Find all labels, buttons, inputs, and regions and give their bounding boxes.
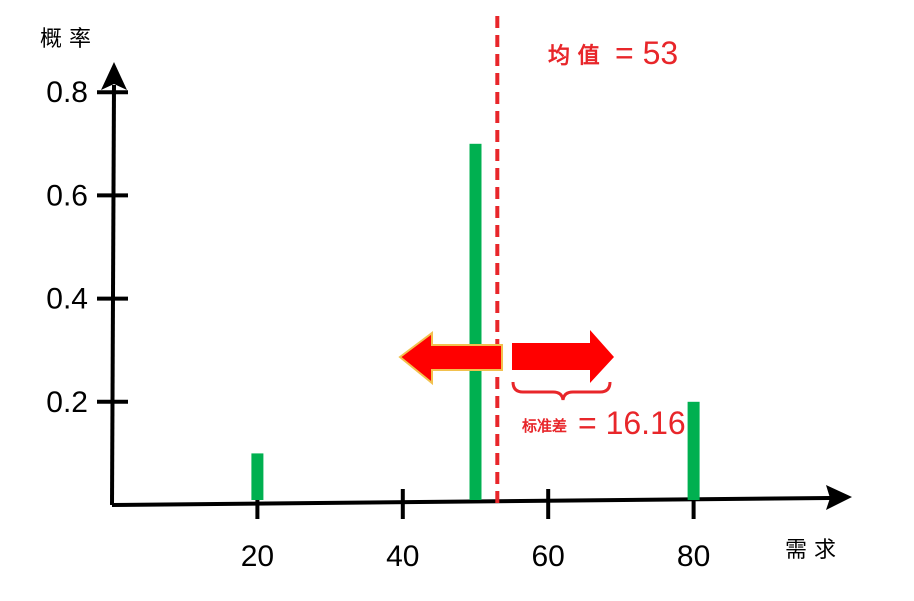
y-tick-label: 0.8 bbox=[46, 76, 88, 109]
mean-value: = 53 bbox=[615, 35, 678, 71]
mean-label: 均 值 bbox=[548, 43, 600, 69]
x-axis-line bbox=[111, 496, 831, 507]
x-tick-label: 40 bbox=[386, 540, 419, 573]
x-axis-title: 需 求 bbox=[785, 538, 836, 563]
x-tick-label: 80 bbox=[677, 540, 710, 573]
bar-50 bbox=[469, 143, 482, 501]
bar-20 bbox=[251, 453, 264, 500]
y-axis-arrowhead bbox=[101, 62, 127, 90]
std-label: 标准差 bbox=[521, 417, 567, 435]
bars bbox=[251, 143, 700, 501]
y-axis-title: 概 率 bbox=[40, 27, 91, 52]
x-ticks: 20 40 60 80 bbox=[241, 489, 710, 573]
std-left-arrow bbox=[398, 331, 503, 386]
x-tick-label: 60 bbox=[532, 540, 565, 573]
y-ticks: 0.2 0.4 0.6 0.8 bbox=[46, 76, 128, 419]
x-axis-arrowhead bbox=[826, 485, 852, 510]
std-brace bbox=[511, 381, 612, 401]
x-tick-label: 20 bbox=[241, 540, 274, 573]
y-tick-label: 0.6 bbox=[46, 179, 88, 212]
bar-80 bbox=[687, 401, 700, 500]
std-right-arrow bbox=[512, 330, 614, 383]
y-tick-label: 0.4 bbox=[46, 283, 88, 316]
std-value: = 16.16 bbox=[578, 405, 686, 441]
y-axis-line bbox=[110, 84, 116, 506]
axes bbox=[101, 62, 852, 510]
y-tick-label: 0.2 bbox=[46, 386, 88, 419]
